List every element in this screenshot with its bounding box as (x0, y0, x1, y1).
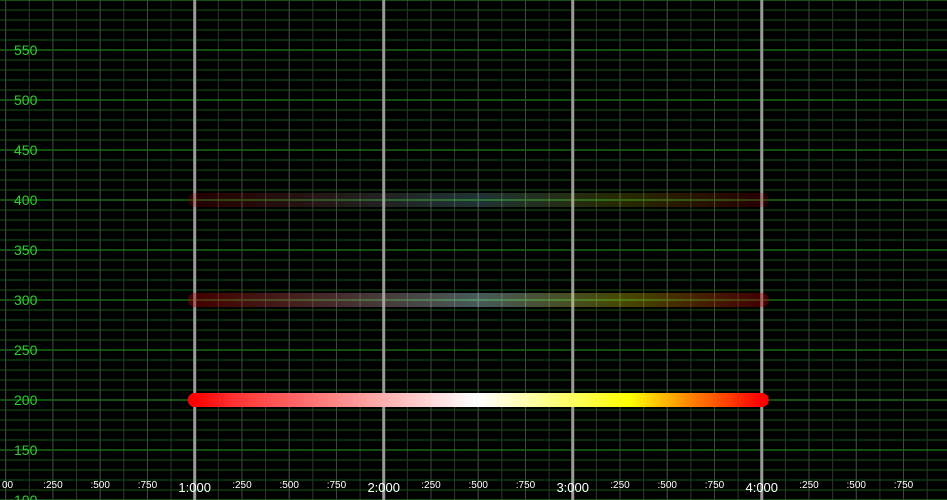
x-tick-label: :750 (516, 480, 536, 491)
y-tick-label: 550 (14, 42, 38, 58)
x-tick-label: :250 (232, 480, 252, 491)
y-tick-label: 450 (14, 142, 38, 158)
y-tick-label: 150 (14, 442, 38, 458)
x-tick-label: 4:000 (745, 480, 778, 495)
x-tick-label: :250 (799, 480, 819, 491)
x-tick-label: :750 (138, 480, 158, 491)
x-tick-label: :500 (847, 480, 867, 491)
x-tick-label: :500 (279, 480, 299, 491)
x-tick-label: 2:000 (367, 480, 400, 495)
y-tick-label: 500 (14, 92, 38, 108)
x-tick-label: :750 (705, 480, 725, 491)
y-tick-label: 400 (14, 192, 38, 208)
x-tick-label: 3:000 (556, 480, 589, 495)
x-tick-label: 1:000 (178, 480, 211, 495)
y-tick-label: 350 (14, 242, 38, 258)
x-tick-label: :250 (421, 480, 441, 491)
y-tick-label: 300 (14, 292, 38, 308)
y-tick-label: 250 (14, 342, 38, 358)
x-tick-label: :750 (894, 480, 914, 491)
y-axis-labels: 100 150 200 250 300 350 400 450 500 550 (14, 42, 38, 500)
x-tick-label: :250 (43, 480, 63, 491)
x-tick-label: :500 (90, 480, 110, 491)
y-tick-label: 100 (14, 492, 38, 500)
x-tick-label: :250 (610, 480, 630, 491)
x-tick-label: :750 (327, 480, 347, 491)
x-tick-label: :500 (468, 480, 488, 491)
x-tick-label: :500 (658, 480, 678, 491)
y-tick-label: 200 (14, 392, 38, 408)
x-axis-labels: 00 :250 :500 :750 1:000 :250 :500 :750 2:000 :250… (2, 480, 914, 495)
x-tick-label: 00 (2, 480, 14, 491)
series-layer (187, 193, 769, 407)
